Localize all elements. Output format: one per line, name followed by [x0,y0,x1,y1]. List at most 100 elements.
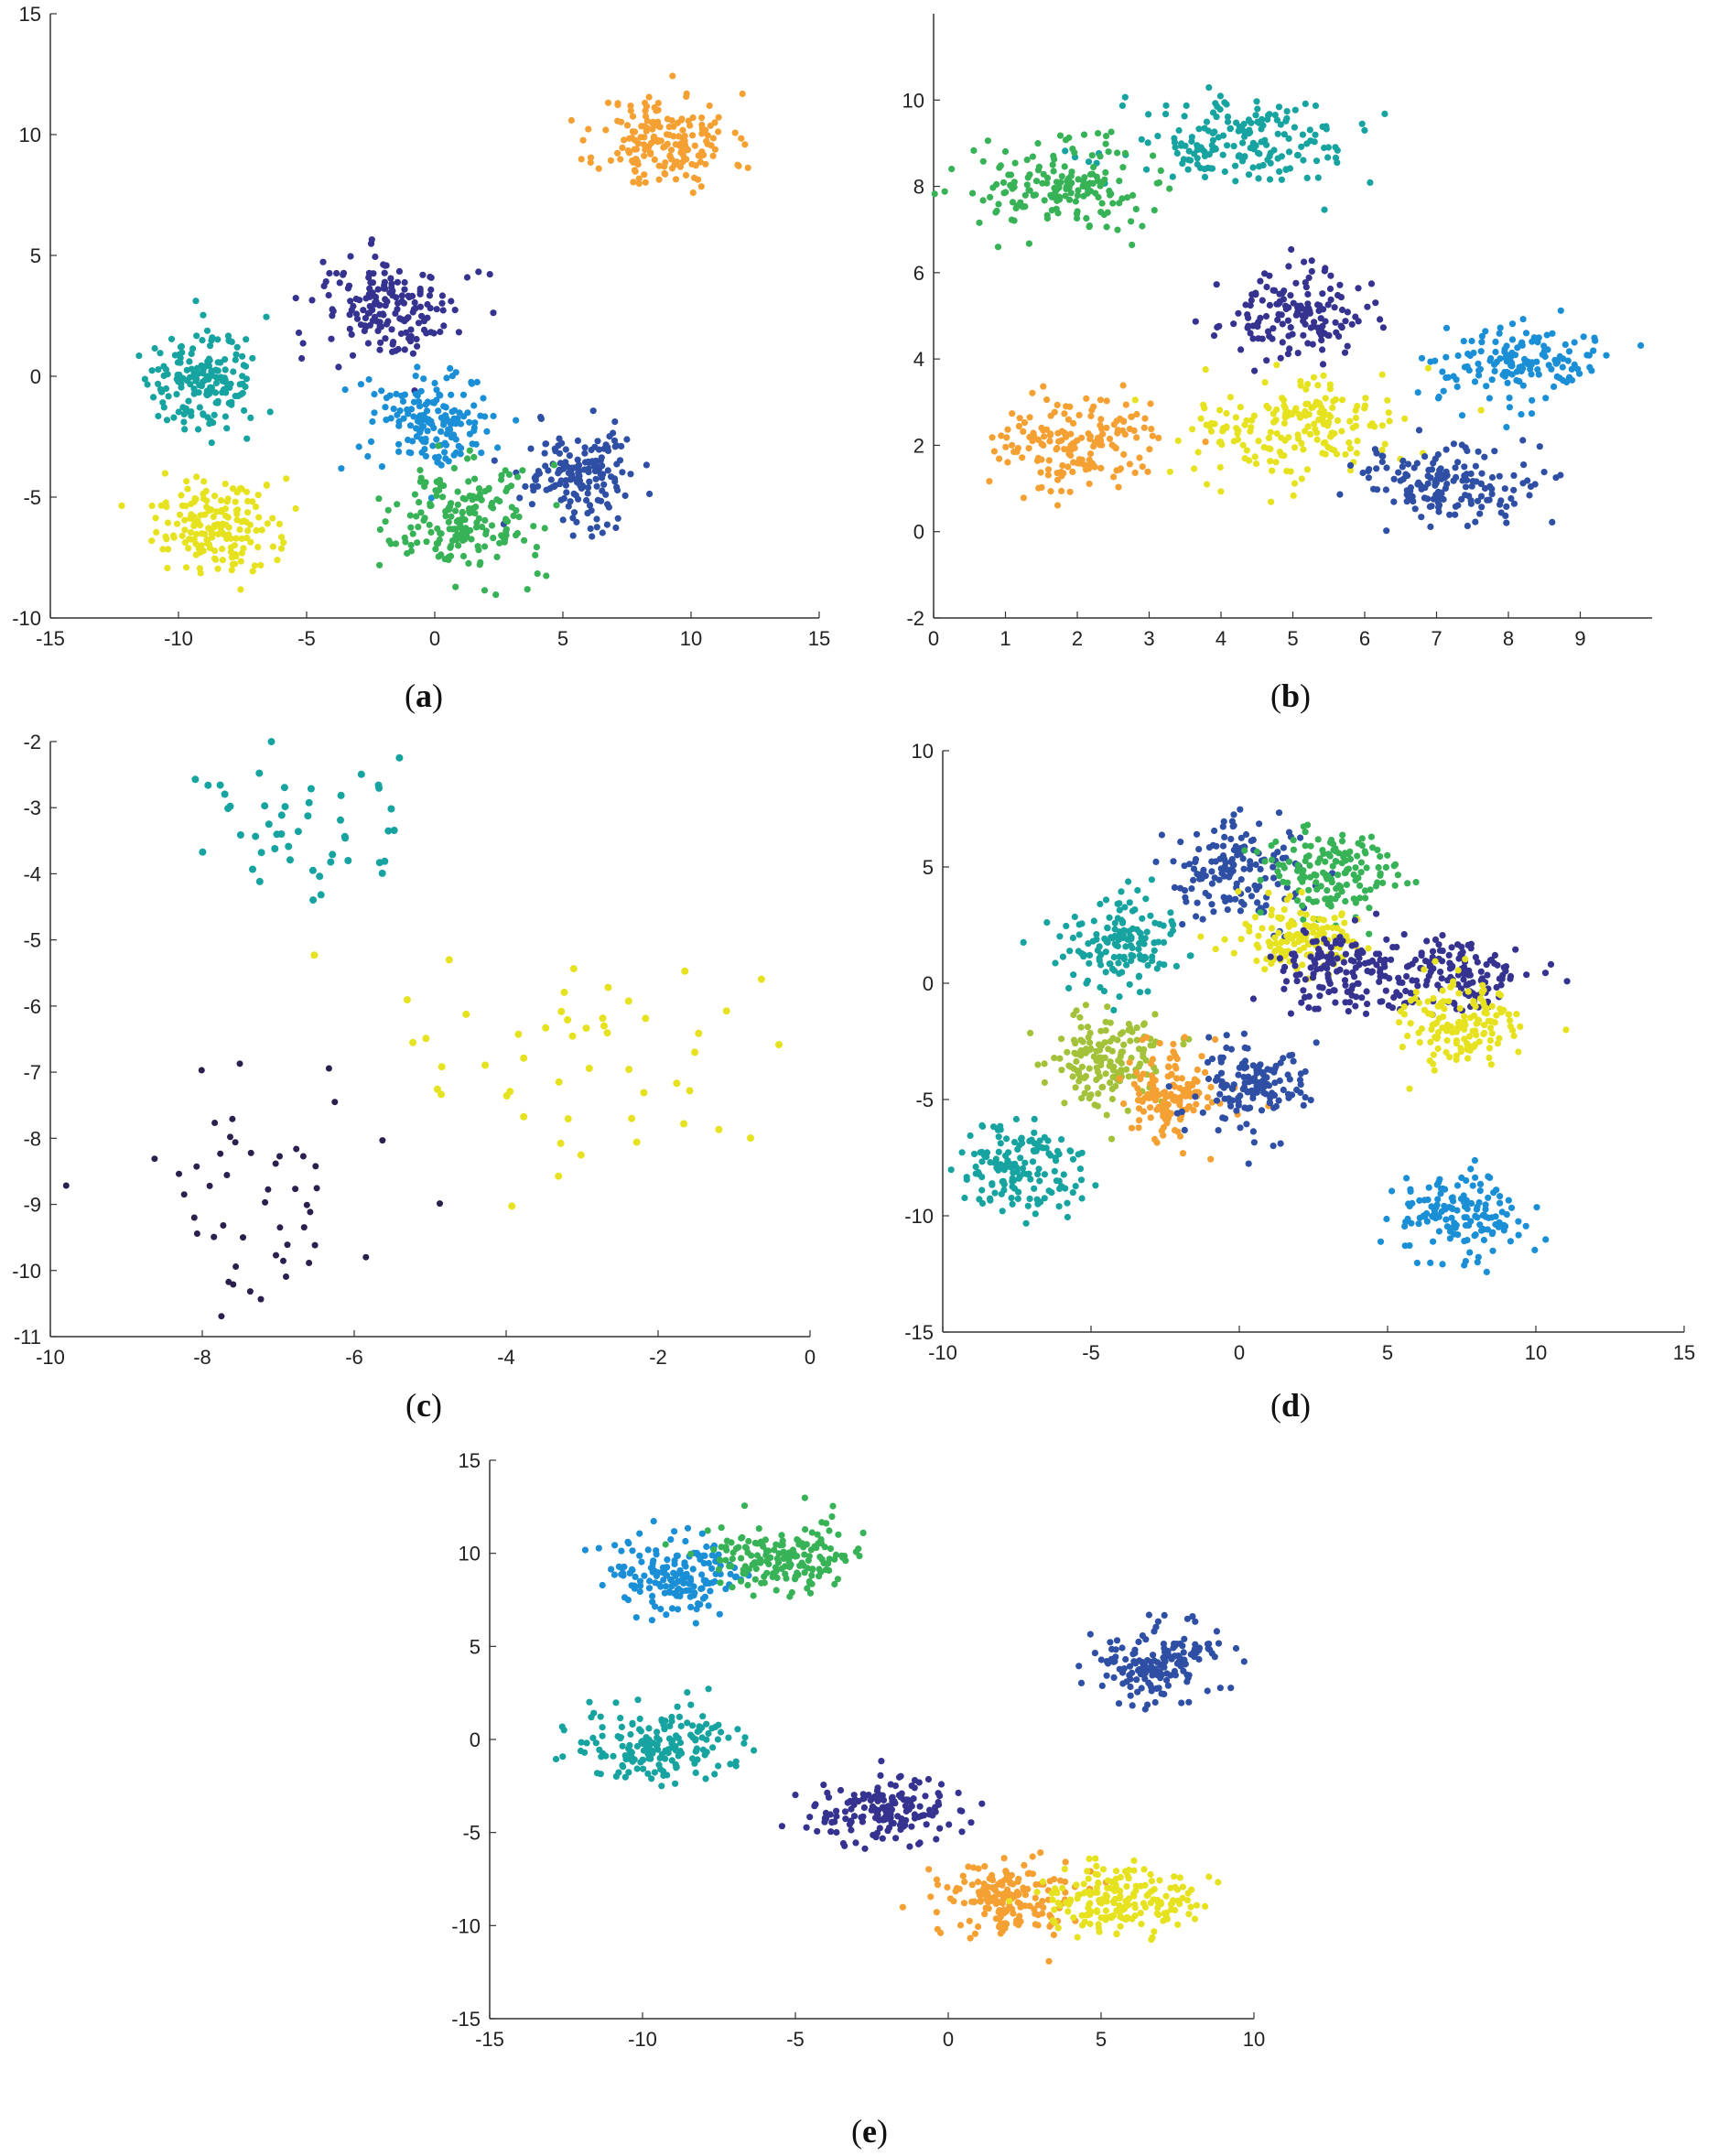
data-point [1038,483,1045,492]
data-point [176,351,183,358]
data-point [232,356,239,363]
data-point [535,470,544,477]
data-point [1262,902,1270,909]
data-point [1413,460,1421,467]
data-point [1452,503,1459,510]
data-point [1255,944,1262,951]
data-point [379,1137,386,1144]
data-point [708,1565,716,1572]
data-point [1085,158,1093,166]
data-point [401,278,408,287]
data-point [589,1734,597,1741]
data-point [1212,1035,1219,1043]
data-point [852,1548,860,1555]
data-point [405,294,413,301]
data-point [1153,1139,1161,1146]
data-point [567,116,576,125]
data-point [1300,1101,1307,1109]
data-point [178,342,185,350]
data-point [1304,340,1312,347]
data-point [208,337,215,344]
data-point [211,411,218,418]
data-point [345,282,353,289]
data-point [515,514,523,521]
data-point [1009,1200,1016,1208]
data-point [211,1120,219,1126]
data-point [1075,1078,1083,1085]
data-point [1086,951,1094,959]
data-point [157,350,164,357]
data-point [1471,378,1479,385]
data-point [180,418,188,426]
data-point [775,1041,783,1049]
data-point [1128,951,1135,959]
data-point [1032,1210,1039,1218]
data-point [1003,1135,1010,1143]
data-point [1319,847,1326,854]
data-point [383,395,390,402]
data-point [242,383,249,391]
data-point [294,828,302,836]
data-point [1181,113,1188,120]
data-point [216,781,224,789]
data-point [738,1534,745,1542]
data-point [668,156,675,163]
data-point [1290,957,1297,964]
data-point [1377,872,1384,879]
data-point [1428,1203,1435,1210]
data-point [1519,437,1527,444]
data-point [617,1715,624,1722]
data-point [1108,128,1115,135]
data-point [621,1773,629,1781]
data-point [1230,949,1237,957]
data-point [978,1148,986,1156]
data-point [958,1149,966,1156]
data-point [1027,1029,1034,1036]
data-point [1324,154,1332,161]
series-cluster-orange [567,72,751,197]
data-point [1118,195,1126,202]
data-point [200,410,207,417]
series-cluster-yellow-right [1396,956,1570,1092]
data-point [1025,240,1032,247]
data-point [1452,464,1459,471]
data-point [703,137,710,145]
data-point [1192,856,1200,863]
data-point [1058,1067,1065,1074]
data-point [255,514,263,521]
data-point [1250,412,1258,419]
data-point [1224,906,1231,914]
data-point [1064,416,1072,423]
data-point [1150,1042,1157,1049]
x-tick-label: 9 [1574,627,1585,650]
data-point [1227,1045,1235,1053]
data-point [618,1723,626,1730]
data-point [366,309,373,317]
data-point [1464,1205,1471,1213]
data-point [806,1579,814,1587]
data-point [1119,427,1127,434]
data-point [1294,350,1302,357]
data-point [978,1158,986,1165]
data-point [1061,1100,1068,1107]
data-point [1276,168,1283,175]
data-point [249,865,256,873]
data-point [1383,464,1390,471]
data-point [1326,839,1334,846]
data-point [394,278,401,286]
data-point [225,531,232,538]
data-point [1463,1214,1470,1221]
data-point [1377,973,1384,980]
data-point [1424,998,1432,1005]
data-point [1491,448,1498,455]
data-point [637,1582,644,1589]
data-point [1503,358,1510,365]
data-point [1034,140,1042,147]
data-point [491,457,498,464]
data-point [987,1197,994,1204]
data-point [1116,1075,1123,1082]
data-point [153,528,160,536]
data-point [1352,422,1360,429]
data-point [652,1603,659,1610]
data-point [520,1054,528,1062]
